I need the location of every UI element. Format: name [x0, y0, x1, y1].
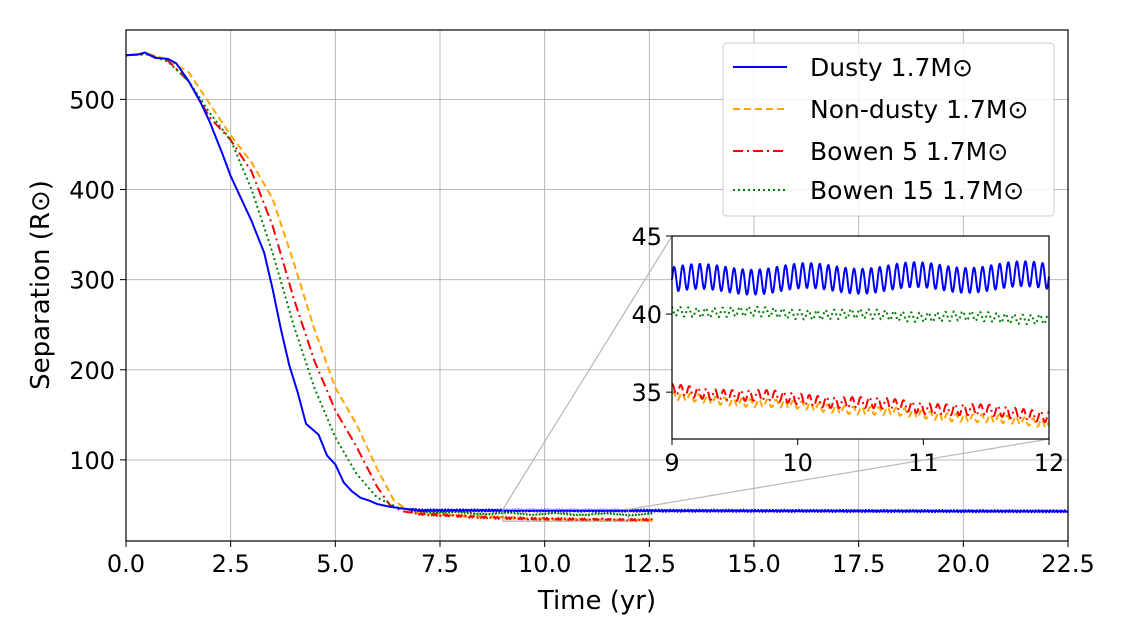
inset-y-ticks: 35 40 45: [631, 223, 672, 407]
legend-box: [722, 42, 1055, 217]
series-line-non-dusty-1-7m: [125, 52, 655, 523]
main-y-ticks: 100 200 300 400 500: [69, 86, 126, 475]
inset-y-tick-label: 40: [631, 301, 662, 329]
y-tick-label: 200: [69, 357, 115, 385]
zoom-connectors: [502, 235, 1050, 511]
inset-series-line-dusty-1-7m: [671, 260, 1050, 296]
x-tick-label: 7.5: [421, 550, 459, 578]
x-tick-label: 10.0: [518, 550, 571, 578]
x-tick-label: 0.0: [107, 550, 145, 578]
zoom-region-rect: [502, 508, 629, 522]
y-axis-label: Separation (R⊙): [26, 180, 56, 390]
inset-y-tick-label: 35: [631, 379, 662, 407]
series-line-bowen-5-1-7m: [125, 53, 654, 522]
x-axis-label: Time (yr): [537, 586, 656, 616]
legend-label-bowen15: Bowen 15 1.7M⊙: [810, 176, 1024, 205]
inset-y-tick-label: 45: [631, 223, 662, 251]
zoom-connector-line: [502, 235, 673, 510]
inset-x-ticks: 9 10 11 12: [664, 439, 1064, 477]
inset-x-tick-label: 9: [664, 449, 679, 477]
x-tick-label: 15.0: [727, 550, 780, 578]
inset-x-tick-label: 11: [908, 449, 939, 477]
main-x-ticks: 0.0 2.5 5.0 7.5 10.0 12.5 15.0 17.5 20.0 22.5: [107, 541, 1095, 578]
y-tick-label: 500: [69, 86, 115, 114]
x-tick-label: 12.5: [623, 550, 676, 578]
inset-series-line-bowen-15-1-7m: [671, 305, 1050, 326]
legend-label-dusty: Dusty 1.7M⊙: [810, 53, 973, 82]
main-plot-frame: [125, 29, 1069, 542]
x-tick-label: 17.5: [832, 550, 885, 578]
legend-label-non-dusty: Non-dusty 1.7M⊙: [810, 95, 1028, 124]
y-tick-label: 300: [69, 267, 115, 295]
inset-frame: [671, 235, 1050, 440]
inset-series-line-non-dusty-1-7m: [671, 391, 1050, 429]
series-line-bowen-15-1-7m: [125, 53, 655, 517]
y-tick-label: 100: [69, 447, 115, 475]
inset-x-tick-label: 12: [1034, 449, 1065, 477]
zoom-indicator: [502, 508, 629, 522]
legend-label-bowen5: Bowen 5 1.7M⊙: [810, 137, 1008, 166]
y-tick-label: 400: [69, 177, 115, 205]
legend: Dusty 1.7M⊙ Non-dusty 1.7M⊙ Bowen 5 1.7M…: [722, 42, 1055, 217]
x-tick-label: 2.5: [212, 550, 250, 578]
inset-x-tick-label: 10: [782, 449, 813, 477]
x-tick-label: 20.0: [937, 550, 990, 578]
inset-series-line-bowen-5-1-7m: [671, 382, 1050, 424]
x-tick-label: 5.0: [316, 550, 354, 578]
zoom-connector-line: [628, 438, 1050, 511]
inset-series-lines: [671, 260, 1050, 429]
x-tick-label: 22.5: [1041, 550, 1094, 578]
